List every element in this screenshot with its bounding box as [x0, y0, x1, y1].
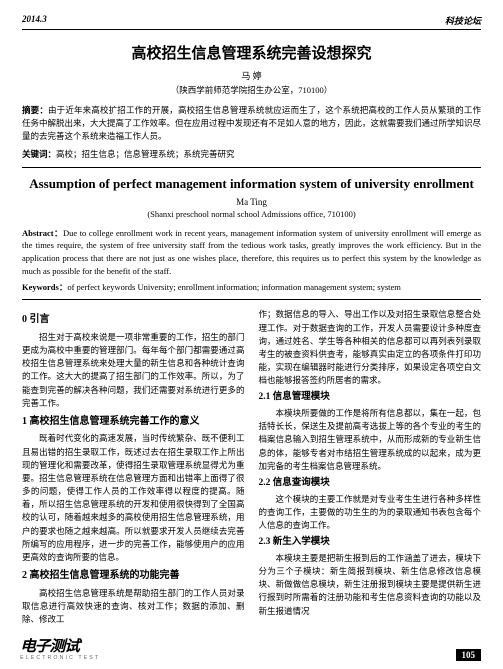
- page-number: 105: [456, 649, 482, 661]
- abstract-en: Abstract：Due to college enrollment work …: [22, 227, 481, 278]
- keywords-en-text: of perfect keywords University; enrollme…: [67, 282, 401, 292]
- journal-logo-sub: ELECTRONIC TEST: [20, 656, 100, 661]
- keywords-en-label: Keywords：: [22, 282, 67, 292]
- para: 本模块主要是把新生报到后的工作涵盖了进去，模块下分为三个子模块：新生简报到模块、…: [259, 552, 482, 618]
- affiliation-cn: （陕西学前师范学院招生办公室，710100）: [22, 84, 481, 96]
- heading-2-1: 2.1 信息管理模块: [259, 390, 482, 405]
- heading-2: 2 高校招生信息管理系统的功能完善: [22, 568, 245, 584]
- heading-2-2: 2.2 信息查询模块: [259, 476, 482, 491]
- author-cn: 马 婷: [22, 69, 481, 82]
- para: 既着时代变化的高速发展，当时传统繁杂、既不便利工且易出错的招生录取工作，既述过去…: [22, 432, 245, 564]
- abstract-cn: 摘要：由于近年来高校扩招工作的开展，高校招生信息管理系统就应运而生了，这个系统把…: [22, 104, 481, 144]
- para: 高校招生信息管理系统是帮助招生部门的工作人员对录取信息进行高效快速的查询、核对工…: [22, 587, 245, 627]
- left-column: 0 引言 招生对于高校来说是一项非常重要的工作，招生的部门更成为高校中重要的管理…: [22, 308, 245, 626]
- divider: [22, 167, 481, 168]
- title-cn: 高校招生信息管理系统完善设想探究: [22, 42, 481, 63]
- body-columns: 0 引言 招生对于高校来说是一项非常重要的工作，招生的部门更成为高校中重要的管理…: [22, 308, 481, 626]
- journal-logo-text: 电子测试: [20, 638, 79, 655]
- para: 作；数据信息的导入、导出工作以及对招生录取信息整合处理工作。对于数据查询的工作，…: [259, 308, 482, 387]
- abstract-cn-label: 摘要：: [22, 105, 48, 115]
- journal-logo: 电子测试 ELECTRONIC TEST: [20, 635, 100, 661]
- abstract-cn-text: 由于近年来高校扩招工作的开展，高校招生信息管理系统就应运而生了，这个系统把高校的…: [22, 105, 481, 141]
- section-label: 科技论坛: [445, 14, 481, 27]
- abstract-en-label: Abstract：: [22, 228, 63, 238]
- keywords-en: Keywords：of perfect keywords University;…: [22, 281, 481, 294]
- author-en: Ma Ting: [22, 197, 481, 207]
- right-column: 作；数据信息的导入、导出工作以及对招生录取信息整合处理工作。对于数据查询的工作，…: [259, 308, 482, 626]
- keywords-cn-text: 高校；招生信息；信息管理系统；系统完善研究: [56, 149, 235, 159]
- heading-2-3: 2.3 新生入学模块: [259, 535, 482, 550]
- para: 招生对于高校来说是一项非常重要的工作，招生的部门更成为高校中重要的管理部门。每年…: [22, 331, 245, 410]
- heading-1: 1 高校招生信息管理系统完善工作的意义: [22, 414, 245, 430]
- heading-0: 0 引言: [22, 312, 245, 328]
- footer: 电子测试 ELECTRONIC TEST 105: [22, 635, 481, 661]
- affiliation-en: (Shanxi preschool normal school Admissio…: [22, 209, 481, 219]
- abstract-en-text: Due to college enrollment work in recent…: [22, 228, 481, 276]
- para: 本模块所要做的工作是将所有信息都以，集在一起，包括特长长，保送生及提前高考选拔上…: [259, 407, 482, 473]
- title-en: Assumption of perfect management informa…: [22, 176, 481, 193]
- keywords-cn: 关键词：高校；招生信息；信息管理系统；系统完善研究: [22, 148, 481, 161]
- issue-label: 2014.3: [22, 14, 47, 27]
- keywords-cn-label: 关键词：: [22, 149, 56, 159]
- divider: [22, 299, 481, 300]
- para: 这个模块的主要工作就是对专业考生生进行各种多样性的查询工作，主要做的功生生的为的…: [259, 493, 482, 533]
